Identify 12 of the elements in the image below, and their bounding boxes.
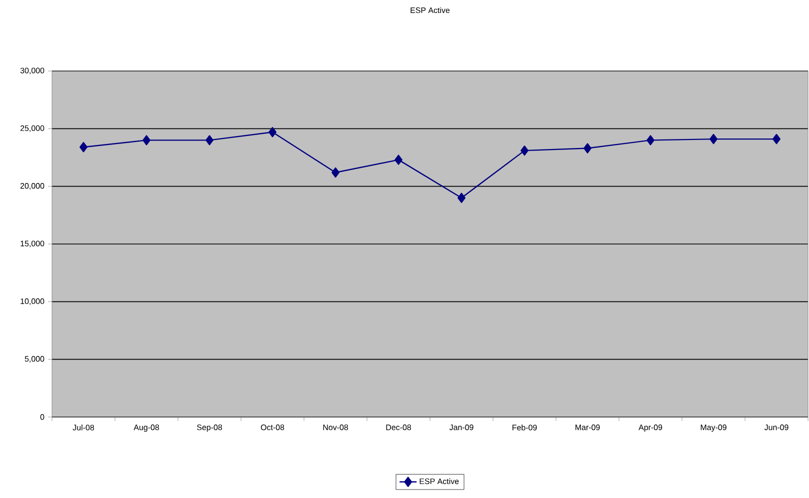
point xyxy=(268,127,276,138)
point xyxy=(772,134,780,144)
point xyxy=(206,135,214,146)
point xyxy=(332,167,340,178)
point xyxy=(394,154,402,165)
point xyxy=(646,135,654,146)
point xyxy=(142,135,150,146)
point xyxy=(710,134,718,144)
point xyxy=(520,145,528,156)
point xyxy=(458,192,466,203)
point xyxy=(584,143,592,154)
point xyxy=(80,142,88,152)
